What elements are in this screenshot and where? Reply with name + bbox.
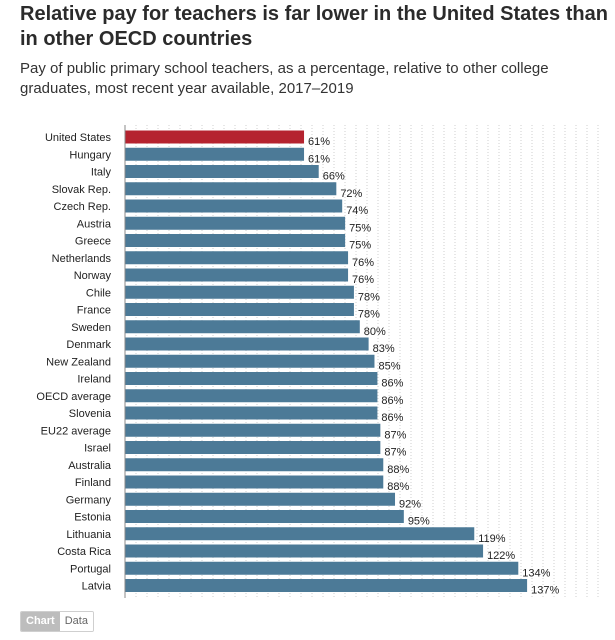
bar bbox=[125, 579, 528, 592]
value-label: 78% bbox=[358, 291, 380, 303]
category-label: Slovenia bbox=[69, 408, 112, 420]
value-label: 66% bbox=[323, 171, 345, 183]
bar bbox=[125, 182, 337, 196]
chart-view-button[interactable]: Chart bbox=[21, 612, 60, 631]
bar bbox=[125, 320, 360, 334]
value-label: 78% bbox=[358, 309, 380, 321]
bar bbox=[125, 251, 349, 265]
category-label: Czech Rep. bbox=[54, 201, 111, 213]
bar bbox=[125, 130, 305, 144]
category-label: France bbox=[77, 305, 111, 317]
bar bbox=[125, 354, 375, 368]
category-label: Slovak Rep. bbox=[52, 184, 111, 196]
category-label: Denmark bbox=[66, 339, 111, 351]
value-label: 76% bbox=[352, 257, 374, 269]
bar bbox=[125, 544, 484, 558]
category-label: Israel bbox=[84, 443, 111, 455]
category-label: Austria bbox=[77, 218, 112, 230]
data-view-button[interactable]: Data bbox=[59, 612, 93, 631]
category-label: Sweden bbox=[71, 322, 111, 334]
category-label: OECD average bbox=[36, 391, 111, 403]
value-label: 61% bbox=[308, 153, 330, 165]
bar bbox=[125, 234, 346, 247]
value-label: 75% bbox=[349, 222, 371, 234]
value-label: 86% bbox=[381, 378, 403, 390]
value-label: 80% bbox=[364, 326, 386, 338]
value-label: 61% bbox=[308, 136, 330, 148]
value-label: 76% bbox=[352, 274, 374, 286]
bar bbox=[125, 492, 396, 506]
category-label: Finland bbox=[75, 477, 111, 489]
bar bbox=[125, 389, 378, 403]
value-label: 86% bbox=[381, 412, 403, 424]
value-label: 119% bbox=[478, 533, 506, 545]
bar bbox=[125, 372, 378, 385]
category-label: Latvia bbox=[82, 581, 112, 593]
category-label: Lithuania bbox=[66, 529, 112, 541]
bar bbox=[125, 216, 346, 230]
chart-title: Relative pay for teachers is far lower i… bbox=[20, 3, 608, 50]
bar bbox=[125, 561, 519, 575]
chart-subtitle: Pay of public primary school teachers, a… bbox=[20, 60, 549, 97]
value-label: 87% bbox=[384, 429, 406, 441]
category-label: Ireland bbox=[77, 374, 111, 386]
value-label: 88% bbox=[387, 464, 409, 476]
value-label: 134% bbox=[522, 567, 550, 579]
category-label: Germany bbox=[66, 494, 112, 506]
category-label: Estonia bbox=[74, 512, 112, 524]
bar bbox=[125, 303, 354, 316]
bar bbox=[125, 165, 319, 178]
category-label: Greece bbox=[75, 236, 111, 248]
bar-chart: United States 61% Hungary 61% Italy 66% Slovak… bbox=[36, 125, 599, 598]
bar bbox=[125, 285, 354, 299]
value-label: 87% bbox=[384, 447, 406, 459]
value-label: 95% bbox=[408, 516, 430, 528]
bar bbox=[125, 423, 381, 437]
category-label: Australia bbox=[68, 460, 112, 472]
value-label: 137% bbox=[531, 585, 559, 597]
value-label: 122% bbox=[487, 550, 515, 562]
bar bbox=[125, 475, 384, 489]
bar bbox=[125, 527, 475, 541]
bar bbox=[125, 337, 369, 351]
bar bbox=[125, 441, 381, 454]
value-label: 86% bbox=[381, 395, 403, 407]
bar bbox=[125, 147, 305, 161]
bar bbox=[125, 268, 349, 282]
category-label: Chile bbox=[86, 287, 111, 299]
category-label: United States bbox=[45, 132, 112, 144]
bar bbox=[125, 458, 384, 472]
view-toggle: Chart Data bbox=[20, 611, 94, 632]
category-label: Netherlands bbox=[52, 253, 112, 265]
category-label: Portugal bbox=[70, 563, 111, 575]
category-label: Italy bbox=[91, 167, 112, 179]
value-label: 83% bbox=[373, 343, 395, 355]
value-label: 72% bbox=[340, 188, 362, 200]
value-label: 88% bbox=[387, 481, 409, 493]
bar bbox=[125, 406, 378, 420]
bar bbox=[125, 510, 404, 523]
value-label: 85% bbox=[378, 360, 400, 372]
category-label: EU22 average bbox=[41, 425, 111, 437]
category-label: Costa Rica bbox=[57, 546, 112, 558]
bar bbox=[125, 199, 343, 213]
category-label: New Zealand bbox=[46, 356, 111, 368]
value-label: 74% bbox=[346, 205, 368, 217]
category-label: Hungary bbox=[69, 149, 111, 161]
category-label: Norway bbox=[74, 270, 112, 282]
value-label: 75% bbox=[349, 240, 371, 252]
value-label: 92% bbox=[399, 498, 421, 510]
